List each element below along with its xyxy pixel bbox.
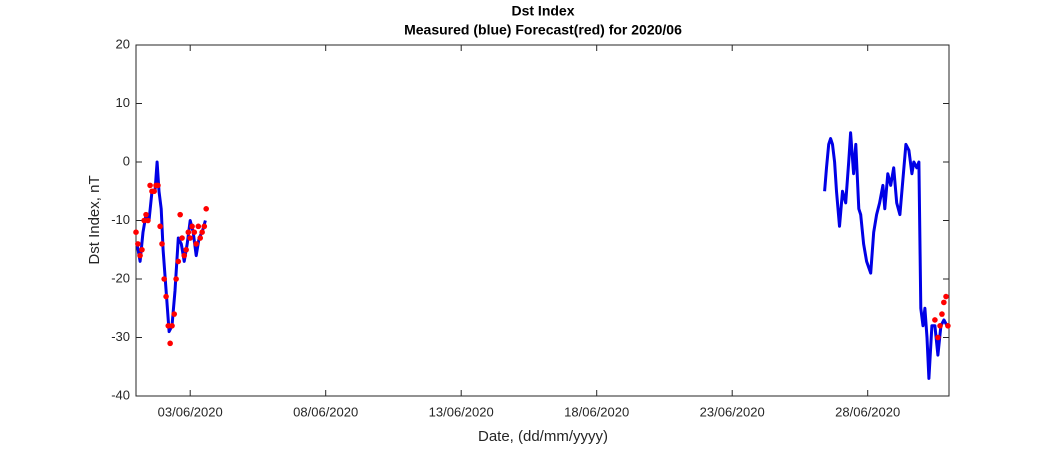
- forecast-point: [159, 241, 165, 247]
- forecast-point: [163, 293, 169, 300]
- y-tick-label: -10: [111, 212, 130, 227]
- y-tick-label: -40: [111, 387, 130, 402]
- forecast-point: [932, 317, 938, 323]
- y-tick-label: -20: [111, 270, 130, 285]
- forecast-point: [935, 334, 941, 341]
- forecast-point: [137, 252, 143, 259]
- forecast-point: [171, 311, 178, 317]
- plot-frame: [135, 44, 950, 397]
- forecast-point: [147, 182, 153, 189]
- forecast-point: [203, 206, 209, 212]
- x-tick-label: 13/06/2020: [429, 404, 494, 419]
- x-tick-label: 18/06/2020: [564, 404, 629, 419]
- forecast-point: [175, 258, 182, 265]
- forecast-point: [179, 235, 185, 241]
- forecast-point: [191, 229, 198, 235]
- y-tick-label: 0: [123, 153, 130, 168]
- forecast-point: [185, 229, 192, 235]
- chart-subtitle: Measured (blue) Forecast(red) for 2020/0…: [404, 22, 682, 38]
- forecast-point: [143, 211, 149, 218]
- x-axis-label: Date, (dd/mm/yyyy): [478, 428, 608, 445]
- chart-title: Dst Index: [511, 3, 574, 19]
- forecast-point: [139, 246, 145, 253]
- measured-line: [135, 131, 949, 380]
- forecast-point: [197, 235, 204, 241]
- x-tick-label: 23/06/2020: [700, 404, 765, 419]
- forecast-point: [173, 276, 179, 282]
- x-tick-label: 28/06/2020: [835, 404, 900, 419]
- forecast-point: [187, 235, 193, 241]
- x-tick-label: 08/06/2020: [293, 404, 358, 419]
- y-axis-label: Dst Index, nT: [86, 175, 103, 264]
- forecast-point: [145, 217, 151, 224]
- forecast-point: [195, 223, 202, 230]
- forecast-point: [941, 299, 947, 306]
- y-tick-label: 10: [116, 95, 130, 110]
- forecast-point: [157, 223, 163, 230]
- forecast-point: [937, 323, 943, 329]
- y-tick-label: -30: [111, 329, 130, 344]
- forecast-point: [201, 223, 208, 230]
- forecast-point: [161, 276, 167, 282]
- forecast-point: [943, 293, 949, 300]
- forecast-point: [167, 340, 173, 347]
- y-tick-label: 20: [116, 36, 130, 51]
- forecast-point: [199, 229, 205, 235]
- forecast-point: [135, 241, 141, 247]
- forecast-point: [133, 229, 139, 235]
- forecast-point: [193, 241, 199, 247]
- forecast-point: [151, 188, 157, 195]
- forecast-point: [181, 252, 188, 259]
- forecast-point: [169, 323, 175, 329]
- forecast-point: [189, 223, 195, 230]
- forecast-point: [177, 211, 183, 218]
- forecast-point: [939, 311, 945, 317]
- forecast-point: [945, 323, 951, 329]
- forecast-point: [183, 246, 189, 253]
- x-tick-label: 03/06/2020: [158, 404, 223, 419]
- forecast-point: [155, 182, 161, 189]
